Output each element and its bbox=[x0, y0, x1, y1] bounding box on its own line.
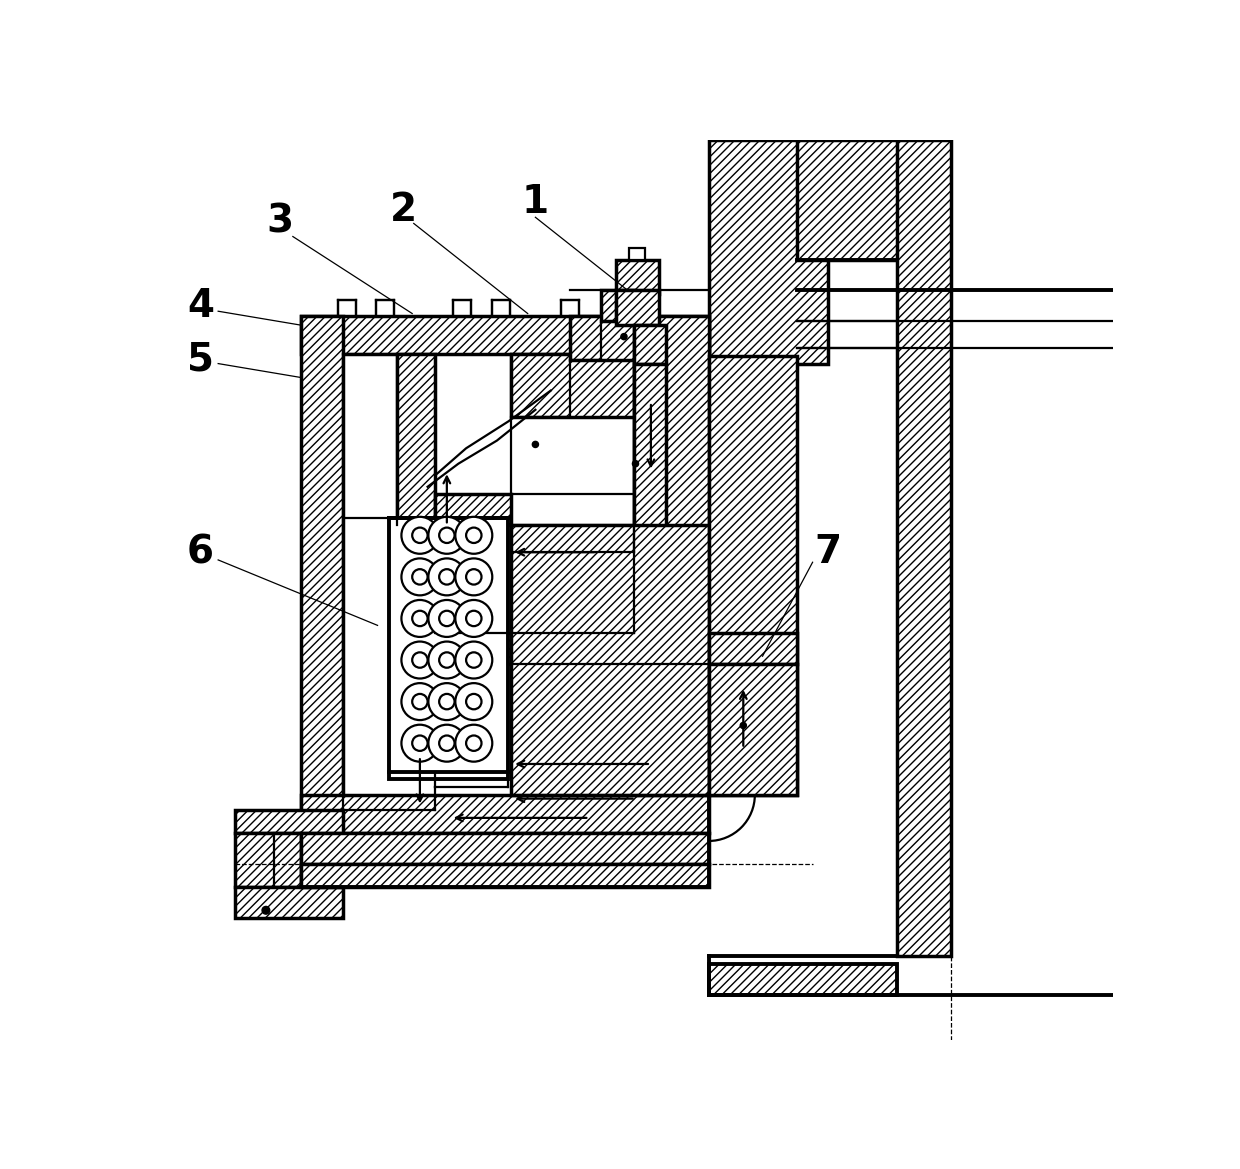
Bar bbox=[560, 300, 579, 316]
Polygon shape bbox=[898, 140, 951, 956]
Polygon shape bbox=[435, 634, 634, 664]
Polygon shape bbox=[236, 833, 300, 887]
Text: 2: 2 bbox=[389, 191, 417, 229]
Circle shape bbox=[455, 600, 492, 637]
Bar bbox=[708, 964, 898, 995]
Circle shape bbox=[402, 683, 439, 720]
Circle shape bbox=[439, 527, 455, 542]
Text: 3: 3 bbox=[267, 202, 294, 240]
Circle shape bbox=[632, 461, 639, 466]
Circle shape bbox=[428, 725, 465, 762]
Polygon shape bbox=[708, 355, 797, 795]
Bar bbox=[337, 300, 356, 316]
Circle shape bbox=[402, 517, 439, 554]
Circle shape bbox=[428, 642, 465, 678]
Polygon shape bbox=[236, 810, 343, 833]
Circle shape bbox=[455, 559, 492, 595]
Bar bbox=[389, 518, 508, 780]
Circle shape bbox=[402, 642, 439, 678]
Polygon shape bbox=[708, 634, 797, 664]
Circle shape bbox=[412, 569, 428, 584]
Circle shape bbox=[402, 600, 439, 637]
Circle shape bbox=[466, 610, 481, 627]
Polygon shape bbox=[797, 140, 928, 260]
Polygon shape bbox=[300, 316, 343, 810]
Circle shape bbox=[466, 735, 481, 750]
Circle shape bbox=[439, 610, 455, 627]
Circle shape bbox=[466, 569, 481, 584]
Polygon shape bbox=[300, 864, 708, 887]
Polygon shape bbox=[708, 664, 797, 795]
Bar bbox=[376, 300, 394, 316]
Circle shape bbox=[402, 725, 439, 762]
Circle shape bbox=[412, 694, 428, 710]
Text: 1: 1 bbox=[522, 182, 549, 221]
Circle shape bbox=[455, 683, 492, 720]
Circle shape bbox=[466, 527, 481, 542]
Circle shape bbox=[455, 517, 492, 554]
Bar bbox=[491, 300, 510, 316]
Polygon shape bbox=[300, 316, 708, 354]
Circle shape bbox=[455, 642, 492, 678]
Circle shape bbox=[428, 517, 465, 554]
Circle shape bbox=[532, 442, 538, 448]
Text: 6: 6 bbox=[187, 533, 215, 572]
Bar bbox=[453, 300, 471, 316]
Circle shape bbox=[428, 559, 465, 595]
Polygon shape bbox=[601, 290, 634, 321]
Bar bbox=[630, 248, 645, 260]
Circle shape bbox=[439, 652, 455, 667]
Circle shape bbox=[455, 725, 492, 762]
Polygon shape bbox=[511, 354, 634, 417]
Circle shape bbox=[740, 722, 746, 728]
Polygon shape bbox=[570, 316, 634, 360]
Circle shape bbox=[621, 333, 627, 340]
Circle shape bbox=[439, 569, 455, 584]
Polygon shape bbox=[397, 354, 435, 518]
Circle shape bbox=[412, 735, 428, 750]
Circle shape bbox=[439, 694, 455, 710]
Circle shape bbox=[412, 610, 428, 627]
Polygon shape bbox=[634, 316, 708, 795]
Polygon shape bbox=[511, 525, 708, 795]
Polygon shape bbox=[236, 887, 343, 918]
Circle shape bbox=[412, 652, 428, 667]
Polygon shape bbox=[634, 325, 666, 364]
Polygon shape bbox=[634, 364, 666, 634]
Circle shape bbox=[439, 735, 455, 750]
Circle shape bbox=[262, 906, 270, 914]
Text: 4: 4 bbox=[187, 286, 215, 325]
Polygon shape bbox=[616, 260, 658, 295]
Circle shape bbox=[466, 694, 481, 710]
Polygon shape bbox=[708, 140, 828, 364]
Polygon shape bbox=[300, 833, 708, 864]
Text: 7: 7 bbox=[815, 533, 842, 572]
Circle shape bbox=[466, 652, 481, 667]
Circle shape bbox=[428, 683, 465, 720]
Text: 5: 5 bbox=[187, 340, 215, 379]
Circle shape bbox=[412, 527, 428, 542]
Circle shape bbox=[428, 600, 465, 637]
Polygon shape bbox=[300, 795, 708, 833]
Polygon shape bbox=[616, 290, 658, 325]
Circle shape bbox=[402, 559, 439, 595]
Polygon shape bbox=[435, 494, 511, 525]
